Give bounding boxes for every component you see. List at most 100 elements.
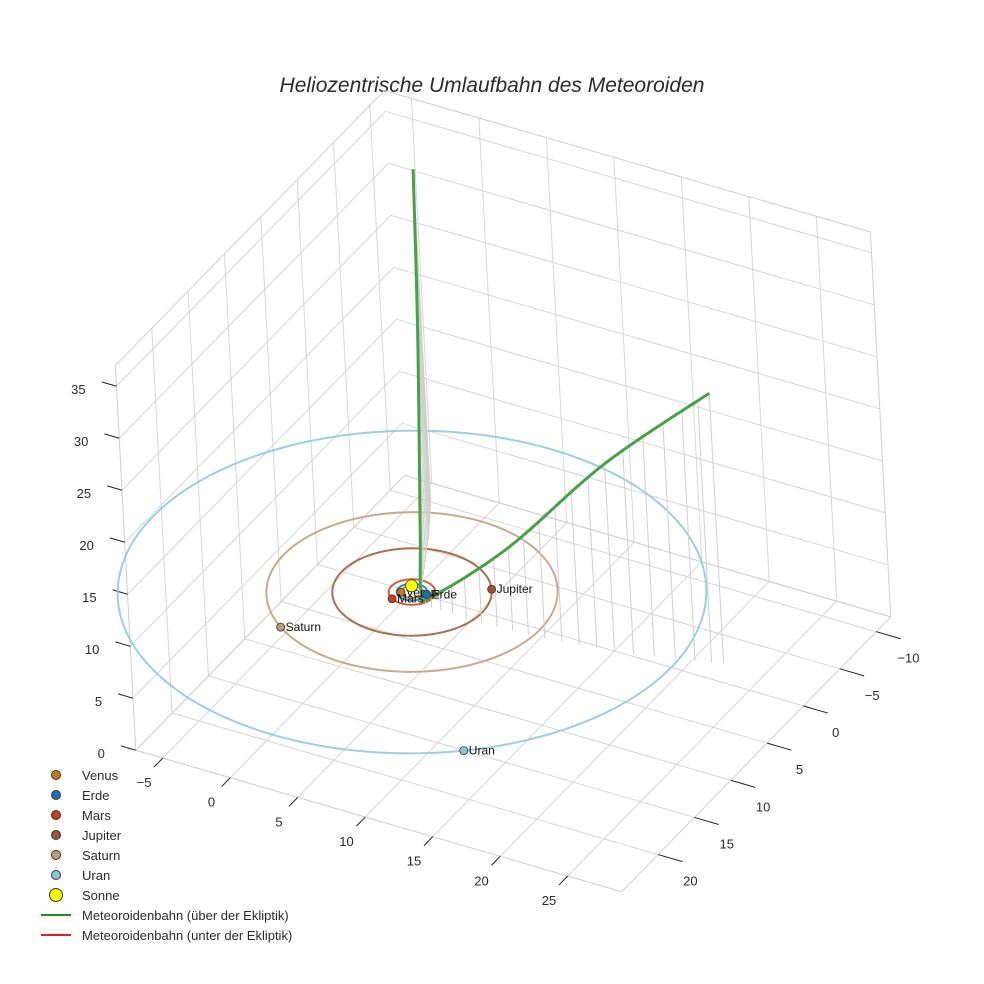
marker-swatch-icon bbox=[38, 830, 74, 840]
grid-line bbox=[187, 291, 209, 676]
legend-label: Erde bbox=[82, 787, 110, 803]
grid-line bbox=[127, 318, 397, 595]
y-tick bbox=[657, 854, 683, 863]
legend-item-meteoroidenbahn[interactable]: Meteoroidenbahn (unter der Ekliptik) bbox=[38, 925, 292, 945]
y-tick bbox=[876, 631, 901, 640]
grid-line bbox=[567, 600, 838, 877]
drop-line bbox=[642, 436, 655, 657]
grid-line bbox=[364, 541, 635, 818]
line-swatch-icon bbox=[38, 914, 74, 916]
x-tick-label: −5 bbox=[137, 775, 152, 790]
drop-line bbox=[604, 463, 615, 651]
planet-saturn-marker[interactable] bbox=[276, 622, 286, 632]
z-tick bbox=[104, 433, 120, 439]
planet-uran-marker[interactable] bbox=[459, 746, 469, 756]
drop-line bbox=[439, 592, 442, 611]
x-tick-label: 5 bbox=[275, 814, 282, 829]
planet-label: Jupiter bbox=[497, 582, 533, 596]
axis-edge bbox=[404, 474, 891, 618]
sun-marker[interactable] bbox=[405, 579, 419, 593]
z-tick bbox=[120, 745, 136, 751]
grid-line bbox=[393, 266, 880, 410]
axis-edge bbox=[621, 616, 892, 893]
z-tick-label: 30 bbox=[74, 434, 88, 449]
legend-label: Venus bbox=[82, 767, 119, 783]
grid-line bbox=[118, 162, 389, 439]
planet-label: Erde bbox=[432, 587, 458, 601]
z-tick-label: 25 bbox=[77, 486, 91, 501]
legend-item-saturn[interactable]: Saturn bbox=[38, 845, 292, 865]
grid-line bbox=[499, 581, 770, 857]
drop-line bbox=[507, 547, 514, 631]
planet-erde-marker[interactable] bbox=[422, 589, 432, 599]
z-tick bbox=[109, 537, 125, 543]
x-tick-label: 25 bbox=[542, 893, 556, 908]
axis-edge bbox=[384, 90, 871, 233]
axis-edge bbox=[115, 90, 385, 366]
grid-line bbox=[410, 98, 433, 484]
planet-label: Saturn bbox=[286, 620, 321, 634]
grid-line bbox=[297, 522, 568, 798]
x-tick bbox=[356, 816, 366, 827]
y-tick-label: 10 bbox=[756, 799, 770, 814]
x-tick-label: 20 bbox=[474, 873, 488, 888]
planet-label: Mars bbox=[397, 592, 424, 606]
grid-line bbox=[815, 216, 838, 602]
y-tick-label: 20 bbox=[683, 874, 697, 889]
z-tick bbox=[101, 381, 117, 387]
drop-line bbox=[478, 568, 483, 623]
legend-item-uran[interactable]: Uran bbox=[38, 865, 292, 885]
drop-line bbox=[708, 393, 725, 664]
marker-swatch-icon bbox=[38, 888, 74, 902]
grid-line bbox=[260, 216, 282, 602]
drop-line bbox=[522, 535, 529, 635]
y-tick-label: 15 bbox=[720, 836, 734, 851]
planet-venus-marker[interactable] bbox=[396, 587, 406, 597]
grid-line bbox=[396, 318, 883, 462]
planet-label: Uran bbox=[469, 744, 495, 758]
x-tick-label: 15 bbox=[407, 854, 421, 869]
legend-item-erde[interactable]: Erde bbox=[38, 785, 292, 805]
legend-item-venus[interactable]: Venus bbox=[38, 765, 292, 785]
drop-line bbox=[662, 423, 676, 659]
grid-line bbox=[613, 157, 635, 543]
x-tick bbox=[288, 797, 299, 807]
legend-label: Sonne bbox=[82, 887, 120, 903]
axis-edge bbox=[135, 749, 622, 893]
y-tick bbox=[803, 705, 828, 714]
legend-label: Meteoroidenbahn (unter der Ekliptik) bbox=[82, 927, 293, 943]
grid-line bbox=[432, 561, 703, 838]
grid-line bbox=[385, 110, 872, 254]
legend-item-jupiter[interactable]: Jupiter bbox=[38, 825, 292, 845]
grid-line bbox=[388, 162, 875, 306]
y-tick-label: 5 bbox=[796, 762, 803, 777]
line-swatch-icon bbox=[38, 934, 74, 936]
orbit-erde bbox=[395, 582, 429, 602]
drop-line bbox=[622, 450, 635, 654]
z-tick bbox=[112, 589, 128, 595]
grid-line bbox=[223, 253, 246, 639]
drop-line bbox=[450, 585, 454, 615]
planet-jupiter-marker[interactable] bbox=[487, 584, 497, 594]
legend-item-sonne[interactable]: Sonne bbox=[38, 885, 292, 905]
grid-line bbox=[132, 422, 403, 699]
grid-line bbox=[129, 370, 400, 647]
legend-label: Jupiter bbox=[82, 827, 122, 843]
orbit-mars bbox=[387, 578, 437, 606]
drop-line bbox=[538, 521, 546, 639]
legend-item-meteoroidenbahn[interactable]: Meteoroidenbahn (über der Ekliptik) bbox=[38, 905, 292, 925]
planet-mars-marker[interactable] bbox=[387, 594, 397, 604]
x-tick bbox=[558, 875, 569, 886]
legend-item-mars[interactable]: Mars bbox=[38, 805, 292, 825]
z-tick-label: 5 bbox=[95, 694, 102, 709]
grid-line bbox=[399, 370, 886, 514]
drop-line bbox=[463, 577, 468, 619]
axis-ticks: −5 0 5 10 15 20 25 −10 −5 0 5 10 15 20 0 5 10 15 20 25 30 35 bbox=[71, 381, 920, 908]
grid-line bbox=[401, 422, 889, 566]
marker-swatch-icon bbox=[38, 850, 74, 860]
z-tick-label: 35 bbox=[71, 382, 85, 397]
y-tick bbox=[839, 668, 865, 677]
legend-label: Meteoroidenbahn (über der Ekliptik) bbox=[82, 907, 289, 923]
